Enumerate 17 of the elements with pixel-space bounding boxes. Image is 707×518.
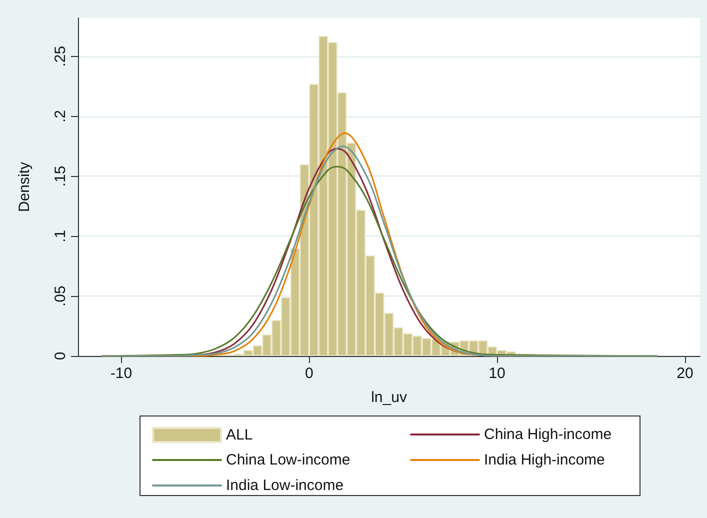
x-tick-label: 0: [304, 365, 314, 382]
x-tick-label: 20: [676, 365, 694, 382]
legend-label: India High-income: [484, 452, 605, 468]
x-tick-label: -10: [110, 365, 132, 382]
y-axis-title: Density: [16, 162, 33, 212]
y-tick-label: .1: [52, 230, 69, 242]
legend-label: China High-income: [484, 426, 612, 443]
legend-label: ALL: [226, 426, 253, 444]
x-axis-title: ln_uv: [371, 389, 408, 406]
legend-label: China Low-income: [226, 452, 350, 468]
legend-label: India Low-income: [226, 477, 344, 494]
y-tick-label: .05: [52, 286, 69, 306]
y-tick-label: .15: [52, 166, 69, 187]
y-tick-label: .2: [52, 110, 69, 123]
x-tick-label: 10: [488, 365, 506, 382]
y-tick-label: .25: [52, 46, 69, 67]
y-tick-label: 0: [52, 352, 69, 360]
